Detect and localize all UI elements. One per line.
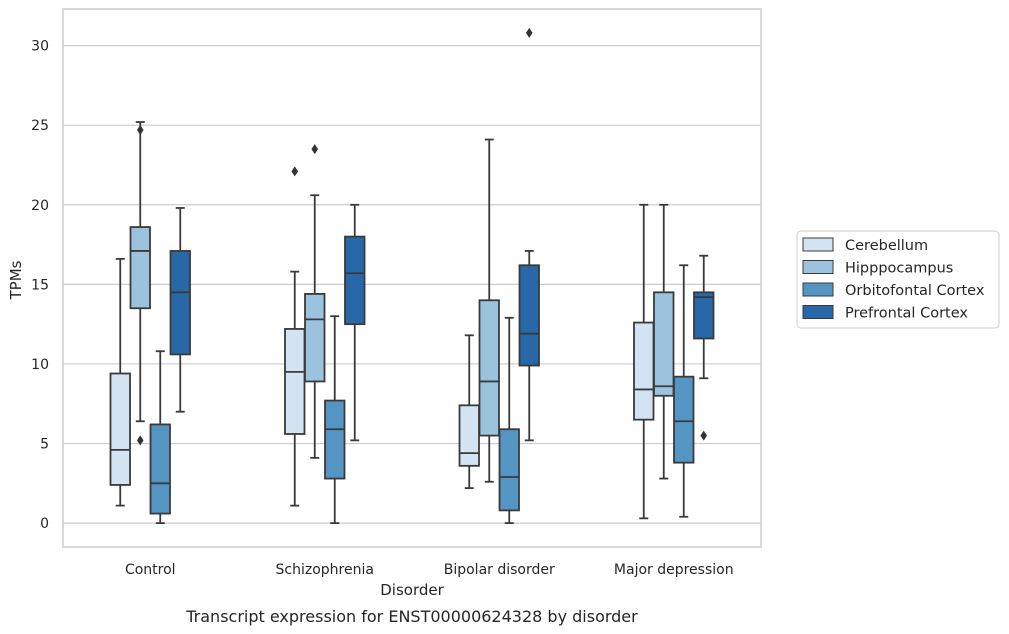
box-prefrontal-cortex <box>169 207 191 413</box>
legend-label: Hipppocampus <box>845 261 953 277</box>
y-tick-label: 30 <box>31 39 49 55</box>
box-cerebellum <box>633 203 655 520</box>
box-hipppocampus <box>478 138 500 483</box>
y-tick-label: 20 <box>31 198 49 214</box>
box-iqr <box>109 372 131 486</box>
legend-label: Prefrontal Cortex <box>845 306 968 322</box>
box-orbitofontal-cortex <box>324 315 346 525</box>
box-orbitofontal-cortex <box>498 316 520 525</box>
box-iqr <box>633 321 655 421</box>
y-tick-label: 25 <box>31 118 49 134</box>
box-orbitofontal-cortex <box>673 264 695 518</box>
box-prefrontal-cortex <box>344 203 366 442</box>
box-iqr <box>458 404 480 467</box>
legend-frame <box>796 230 1000 329</box>
box-iqr <box>149 423 171 515</box>
y-tick-label: 15 <box>31 277 49 293</box>
box-iqr <box>498 428 520 512</box>
box-iqr <box>169 250 191 356</box>
legend-label: Cerebellum <box>845 238 928 254</box>
legend: Cerebellum Hipppocampus Orbitofontal Corte… <box>796 230 1000 329</box>
box-orbitofontal-cortex <box>149 350 171 525</box>
box-prefrontal-cortex <box>518 27 540 442</box>
box-prefrontal-cortex <box>693 254 715 441</box>
box-hipppocampus <box>653 203 675 480</box>
box-iqr <box>284 328 306 435</box>
outlier-point <box>311 144 319 155</box>
box-iqr <box>324 399 346 480</box>
box-hipppocampus <box>304 144 326 459</box>
y-tick-labels: 0 5 10 15 20 25 30 <box>31 39 49 533</box>
box-hipppocampus <box>129 121 151 446</box>
y-tick-label: 10 <box>31 357 49 373</box>
legend-swatch <box>802 305 834 319</box>
x-tick-label: Bipolar disorder <box>444 562 555 578</box>
x-tick-label: Control <box>125 562 176 578</box>
legend-swatch <box>802 282 834 297</box>
x-tick-labels: Control Schizophrenia Bipolar disorder Majo… <box>125 562 734 578</box>
y-tick-label: 0 <box>40 516 49 532</box>
outlier-point <box>136 435 144 446</box>
box-iqr <box>478 299 500 437</box>
box-cerebellum <box>458 334 480 490</box>
box-iqr <box>129 226 151 310</box>
box-iqr <box>673 375 695 464</box>
box-iqr <box>693 291 715 340</box>
outlier-point <box>136 124 144 135</box>
figure-caption: Transcript expression for ENST0000062432… <box>185 607 638 626</box>
y-axis-title: TPMs <box>7 260 25 300</box>
box-iqr <box>518 264 540 367</box>
x-tick-label: Major depression <box>614 562 734 578</box>
outlier-point <box>291 166 299 177</box>
box-iqr <box>304 293 326 383</box>
box-iqr <box>653 291 675 397</box>
box-cerebellum <box>109 257 131 507</box>
outlier-point <box>525 27 533 38</box>
legend-swatch <box>802 237 834 252</box>
legend-label: Orbitofontal Cortex <box>845 283 985 299</box>
legend-swatch <box>802 260 834 274</box>
plot-frame <box>62 8 762 548</box>
x-axis-title: Disorder <box>380 581 444 599</box>
x-tick-label: Schizophrenia <box>276 562 374 578</box>
box-iqr <box>344 235 366 326</box>
outlier-point <box>700 430 708 441</box>
box-groups <box>109 27 715 525</box>
y-tick-label: 5 <box>40 437 49 453</box>
